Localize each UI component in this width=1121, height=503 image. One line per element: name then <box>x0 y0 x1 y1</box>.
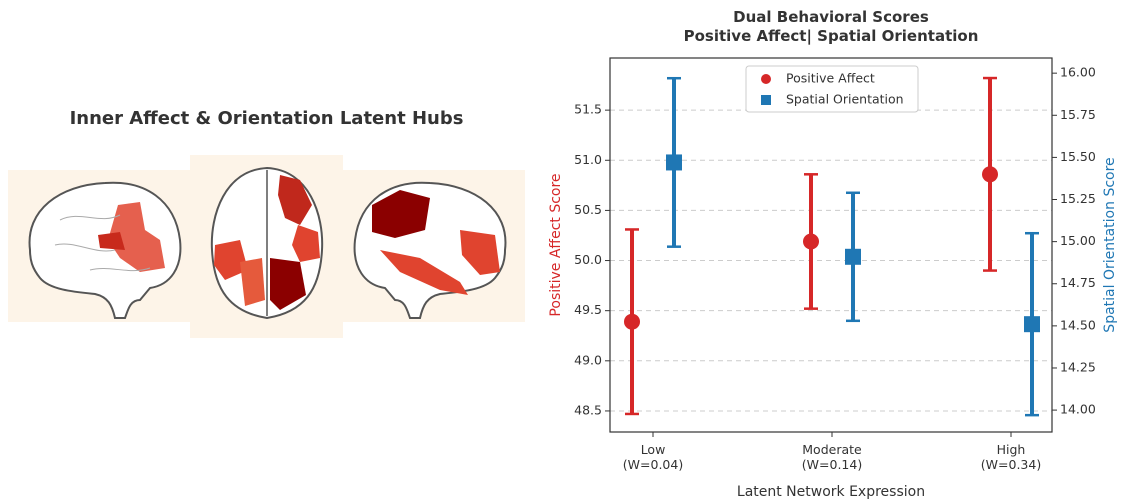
y2-tick-label: 15.00 <box>1060 233 1096 248</box>
y2-tick-label: 15.50 <box>1060 149 1096 164</box>
x-tick-label: Low (W=0.04) <box>593 442 713 472</box>
brain-views <box>8 155 525 338</box>
legend-marker <box>761 74 771 84</box>
y2-tick-label: 14.50 <box>1060 317 1096 332</box>
y2-tick-label: 15.25 <box>1060 191 1096 206</box>
marker <box>666 154 682 170</box>
plot-frame <box>610 58 1052 432</box>
marker <box>982 166 998 182</box>
panel-title: Inner Affect & Orientation Latent Hubs <box>0 108 533 129</box>
marker <box>845 249 861 265</box>
y-tick-label: 49.0 <box>574 352 602 367</box>
y-tick-label: 51.0 <box>574 152 602 167</box>
chart-title: Dual Behavioral Scores Positive Affect| … <box>610 8 1052 46</box>
y-tick-label: 50.5 <box>574 202 602 217</box>
legend-label: Positive Affect <box>786 71 875 86</box>
y-tick-label: 48.5 <box>574 402 602 417</box>
y2-tick-label: 15.75 <box>1060 107 1096 122</box>
figure: 48.5 49.0 49.5 50.0 50.5 51.0 51.5 14.00 14.25 14… <box>0 0 1121 503</box>
page: 48.5 49.0 49.5 50.0 50.5 51.0 51.5 14.00 14.25 14… <box>0 0 1121 503</box>
y2-tick-label: 14.25 <box>1060 359 1096 374</box>
y-tick-label: 49.5 <box>574 302 602 317</box>
y2-axis-label: Spatial Orientation Score <box>1102 157 1118 332</box>
y-axis-label: Positive Affect Score <box>548 173 564 316</box>
chart: 48.5 49.0 49.5 50.0 50.5 51.0 51.5 14.00 14.25 14… <box>548 58 1118 437</box>
x-tick-label: Moderate (W=0.14) <box>772 442 892 472</box>
legend-marker <box>761 95 771 105</box>
x-axis-label: Latent Network Expression <box>610 484 1052 500</box>
legend-label: Spatial Orientation <box>786 92 904 107</box>
y2-tick-label: 14.00 <box>1060 402 1096 417</box>
marker <box>1024 316 1040 332</box>
y2-tick-label: 14.75 <box>1060 275 1096 290</box>
x-tick-label: High (W=0.34) <box>951 442 1071 472</box>
y-tick-label: 51.5 <box>574 102 602 117</box>
y2-tick-label: 16.00 <box>1060 65 1096 80</box>
marker <box>803 233 819 249</box>
marker <box>624 314 640 330</box>
y-tick-label: 50.0 <box>574 252 602 267</box>
